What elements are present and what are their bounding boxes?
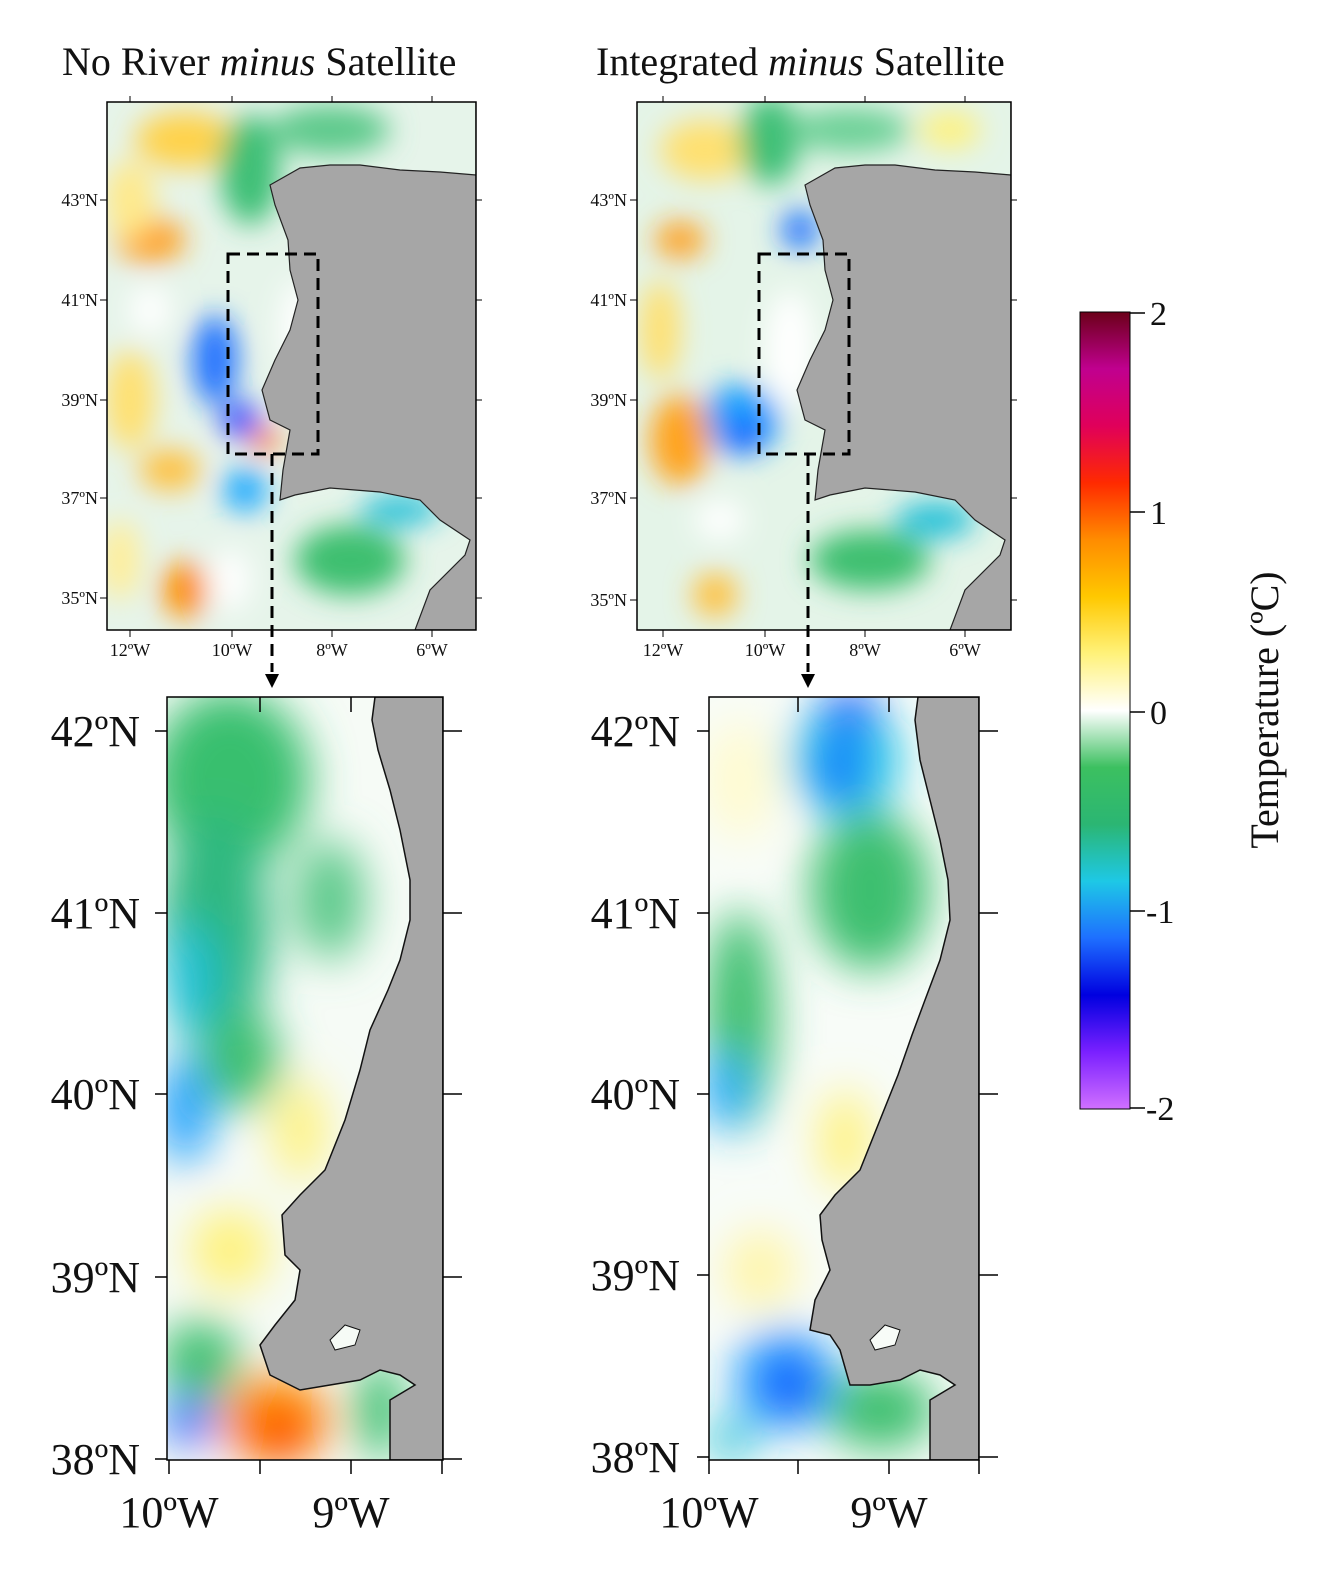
colorbar-tick-label: -2	[1146, 1091, 1174, 1128]
lon-axis: 12ºW 10ºW 8ºW 6ºW	[110, 96, 448, 660]
sst-difference-field	[107, 102, 476, 630]
map-frame	[166, 696, 444, 1461]
lat-tick-label: 39ºN	[51, 1253, 140, 1302]
lat-tick-label: 35ºN	[590, 590, 627, 610]
colorbar-ticks: 2 1 0 -1 -2	[1130, 296, 1174, 1128]
title-text: Integrated	[596, 39, 769, 84]
panel-title-integrated: Integrated minus Satellite	[596, 38, 1005, 85]
panel-title-no-river: No River minus Satellite	[62, 38, 456, 85]
title-italic-text: minus	[768, 39, 864, 84]
lat-tick-label: 39ºN	[61, 390, 98, 410]
colorbar-tick-label: 2	[1150, 296, 1167, 333]
colorbar-tick-label: 1	[1150, 495, 1167, 532]
lat-tick-label: 38ºN	[51, 1435, 140, 1484]
title-text: Satellite	[315, 39, 457, 84]
lat-axis: 42ºN 41ºN 40ºN 39ºN 38ºN	[51, 707, 462, 1484]
colorbar: 2 1 0 -1 -2 Temperature (ºC)	[1079, 296, 1287, 1128]
map-frame	[636, 101, 1012, 631]
lon-tick-label: 9ºW	[850, 1488, 928, 1537]
lat-tick-label: 41ºN	[590, 290, 627, 310]
lat-tick-label: 40ºN	[591, 1070, 680, 1119]
land-iberia	[796, 102, 1011, 630]
lat-tick-label: 39ºN	[590, 390, 627, 410]
lat-axis: 42ºN 41ºN 40ºN 39ºN 38ºN	[591, 707, 998, 1482]
colorbar-tick-label: -1	[1146, 894, 1174, 931]
map-frame	[106, 101, 477, 631]
lon-axis: 10ºW 9ºW	[659, 697, 980, 1537]
map-frame	[708, 696, 980, 1461]
sst-difference-field	[167, 697, 443, 1460]
sst-difference-field	[637, 102, 1011, 630]
tagus-estuary	[329, 1324, 361, 1351]
lat-tick-label: 35ºN	[61, 588, 98, 608]
lat-tick-label: 40ºN	[51, 1070, 140, 1119]
lat-tick-label: 43ºN	[61, 190, 98, 210]
map-panel-no-river-zoom: 42ºN 41ºN 40ºN 39ºN 38ºN 10ºW 9ºW	[51, 696, 462, 1537]
colorbar-label: Temperature (ºC)	[1242, 571, 1287, 848]
lon-axis: 12ºW 10ºW 8ºW 6ºW	[643, 96, 981, 660]
map-panel-no-river-overview: 43ºN 41ºN 39ºN 37ºN 35ºN 12ºW 10ºW 8ºW 6…	[61, 96, 482, 660]
lat-tick-label: 37ºN	[61, 488, 98, 508]
colorbar-tick-label: 0	[1150, 695, 1167, 732]
land-portugal	[259, 697, 443, 1460]
zoom-region-box	[757, 252, 851, 456]
lon-tick-label: 6ºW	[416, 640, 448, 660]
lat-tick-label: 42ºN	[591, 707, 680, 756]
lon-tick-label: 12ºW	[643, 640, 684, 660]
colorbar-gradient	[1079, 311, 1131, 1110]
lon-tick-label: 10ºW	[745, 640, 786, 660]
title-italic-text: minus	[219, 39, 316, 84]
lat-axis: 43ºN 41ºN 39ºN 37ºN 35ºN	[590, 190, 1017, 610]
lat-axis: 43ºN 41ºN 39ºN 37ºN 35ºN	[61, 190, 482, 608]
title-text: No River	[62, 39, 220, 84]
lat-tick-label: 38ºN	[591, 1433, 680, 1482]
title-text: Satellite	[863, 39, 1005, 84]
land-iberia	[261, 102, 476, 630]
lat-tick-label: 43ºN	[590, 190, 627, 210]
lat-tick-label: 42ºN	[51, 707, 140, 756]
lon-tick-label: 6ºW	[949, 640, 981, 660]
tagus-estuary	[869, 1324, 901, 1351]
sst-difference-field	[709, 697, 979, 1460]
lon-tick-label: 10ºW	[212, 640, 253, 660]
lon-axis: 10ºW 9ºW	[119, 697, 443, 1537]
zoom-connector-arrow	[801, 454, 815, 688]
lat-tick-label: 39ºN	[591, 1251, 680, 1300]
lon-tick-label: 10ºW	[119, 1488, 219, 1537]
land-portugal	[809, 697, 979, 1460]
zoom-connector-arrow	[265, 454, 279, 688]
lon-tick-label: 9ºW	[312, 1488, 390, 1537]
lon-tick-label: 8ºW	[316, 640, 348, 660]
lon-tick-label: 8ºW	[849, 640, 881, 660]
lat-tick-label: 41ºN	[61, 290, 98, 310]
map-panel-integrated-overview: 43ºN 41ºN 39ºN 37ºN 35ºN 12ºW 10ºW 8ºW 6…	[590, 96, 1017, 660]
lon-tick-label: 10ºW	[659, 1488, 759, 1537]
lon-tick-label: 12ºW	[110, 640, 151, 660]
lat-tick-label: 41ºN	[51, 889, 140, 938]
map-panel-integrated-zoom: 42ºN 41ºN 40ºN 39ºN 38ºN 10ºW 9ºW	[591, 696, 998, 1537]
lat-tick-label: 37ºN	[590, 488, 627, 508]
lat-tick-label: 41ºN	[591, 889, 680, 938]
